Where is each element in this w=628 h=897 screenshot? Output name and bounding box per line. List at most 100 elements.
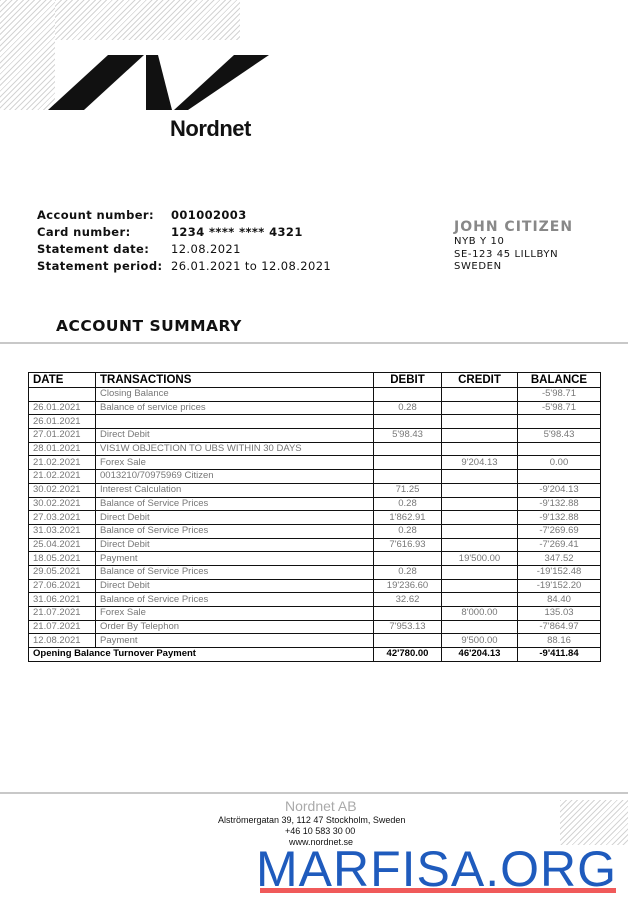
header-debit: DEBIT xyxy=(373,372,442,388)
table-row: 21.07.2021 Forex Sale 8'000.00 135.03 xyxy=(28,606,601,621)
cell-transaction: Closing Balance xyxy=(95,387,374,402)
logo-stroke-left xyxy=(48,55,144,110)
cell-debit xyxy=(373,414,442,430)
cell-transaction: VIS1W OBJECTION TO UBS WITHIN 30 DAYS xyxy=(95,441,374,457)
footer-website[interactable]: www.nordnet.se xyxy=(289,837,354,847)
recipient-line3: SWEDEN xyxy=(454,261,502,272)
cell-transaction: 0013210/70975969 Citizen xyxy=(95,469,374,484)
total-credit: 46'204.13 xyxy=(441,647,518,662)
cell-balance: 0.00 xyxy=(517,455,601,471)
card-number-label: Card number: xyxy=(37,225,131,239)
cell-credit: 8'000.00 xyxy=(441,606,518,621)
table-row: 27.06.2021 Direct Debit 19'236.60 -19'152.2… xyxy=(28,578,601,594)
cell-credit xyxy=(441,537,518,553)
cell-credit xyxy=(441,482,518,498)
cell-balance: -19'152.48 xyxy=(517,564,601,580)
cell-balance: 347.52 xyxy=(517,551,601,566)
header-transactions: TRANSACTIONS xyxy=(95,372,374,388)
cell-date: 31.03.2021 xyxy=(28,523,96,539)
statement-period-label: Statement period: xyxy=(37,259,163,273)
cell-credit xyxy=(441,387,518,402)
cell-transaction: Payment xyxy=(95,551,374,566)
cell-debit xyxy=(373,455,442,471)
cell-balance xyxy=(517,414,601,430)
cell-credit xyxy=(441,619,518,635)
footer-address: Alströmergatan 39, 112 47 Stockholm, Swe… xyxy=(218,815,406,825)
cell-credit xyxy=(441,523,518,539)
header-date: DATE xyxy=(28,372,96,388)
table-row: 21.02.2021 0013210/70975969 Citizen xyxy=(28,469,601,484)
cell-date: 12.08.2021 xyxy=(28,633,96,649)
cell-date: 30.02.2021 xyxy=(28,482,96,498)
cell-balance: 135.03 xyxy=(517,606,601,621)
header-credit: CREDIT xyxy=(441,372,518,388)
cell-date: 31.06.2021 xyxy=(28,592,96,607)
logo-stroke-middle xyxy=(146,55,172,110)
cell-transaction: Balance of Service Prices xyxy=(95,523,374,539)
recipient-line1: NYB Y 10 xyxy=(454,236,505,247)
cell-debit: 19'236.60 xyxy=(373,578,442,594)
cell-date: 25.04.2021 xyxy=(28,537,96,553)
cell-date: 18.05.2021 xyxy=(28,551,96,566)
total-debit: 42'780.00 xyxy=(373,647,442,662)
cell-transaction: Order By Telephon xyxy=(95,619,374,635)
account-summary-title: ACCOUNT SUMMARY xyxy=(56,317,242,335)
cell-transaction: Balance of service prices xyxy=(95,400,374,416)
cell-date xyxy=(28,387,96,402)
account-info: Account number: 001002003 Card number: 123… xyxy=(37,207,331,275)
cell-debit xyxy=(373,387,442,402)
cell-credit xyxy=(441,496,518,512)
table-row: 27.01.2021 Direct Debit 5'98.43 5'98.43 xyxy=(28,428,601,443)
decorative-hatch-left xyxy=(0,0,55,110)
cell-balance: 88.16 xyxy=(517,633,601,649)
cell-credit xyxy=(441,592,518,607)
cell-credit xyxy=(441,400,518,416)
statement-period: 26.01.2021 to 12.08.2021 xyxy=(171,259,332,273)
cell-debit xyxy=(373,551,442,566)
cell-date: 27.03.2021 xyxy=(28,510,96,525)
cell-debit xyxy=(373,633,442,649)
table-row: 26.01.2021 xyxy=(28,414,601,430)
cell-transaction: Direct Debit xyxy=(95,537,374,553)
cell-debit: 32.62 xyxy=(373,592,442,607)
cell-balance: -5'98.71 xyxy=(517,387,601,402)
cell-credit xyxy=(441,414,518,430)
cell-transaction: Payment xyxy=(95,633,374,649)
statement-date-label: Statement date: xyxy=(37,242,150,256)
cell-debit xyxy=(373,606,442,621)
table-total-row: Opening Balance Turnover Payment 42'780.0… xyxy=(28,647,601,662)
cell-credit: 9'500.00 xyxy=(441,633,518,649)
cell-credit xyxy=(441,510,518,525)
nordnet-logo-icon xyxy=(48,55,269,110)
cell-date: 28.01.2021 xyxy=(28,441,96,457)
cell-debit: 5'98.43 xyxy=(373,428,442,443)
watermark-underline xyxy=(260,888,616,893)
cell-transaction: Direct Debit xyxy=(95,428,374,443)
cell-debit: 0.28 xyxy=(373,523,442,539)
cell-date: 21.02.2021 xyxy=(28,455,96,471)
account-number-label: Account number: xyxy=(37,208,154,222)
total-label: Opening Balance Turnover Payment xyxy=(28,647,374,662)
cell-debit: 0.28 xyxy=(373,496,442,512)
table-row: 31.06.2021 Balance of Service Prices 32.62… xyxy=(28,592,601,607)
cell-credit: 9'204.13 xyxy=(441,455,518,471)
cell-balance: -7'864.97 xyxy=(517,619,601,635)
table-row: 27.03.2021 Direct Debit 1'862.91 -9'132.88 xyxy=(28,510,601,525)
logo-stroke-right xyxy=(174,55,269,110)
brand-name: Nordnet xyxy=(170,116,251,141)
cell-debit: 1'862.91 xyxy=(373,510,442,525)
cell-transaction: Interest Calculation xyxy=(95,482,374,498)
cell-credit xyxy=(441,578,518,594)
cell-balance: -9'204.13 xyxy=(517,482,601,498)
cell-credit xyxy=(441,441,518,457)
cell-debit: 0.28 xyxy=(373,400,442,416)
cell-date: 21.07.2021 xyxy=(28,619,96,635)
cell-transaction: Balance of Service Prices xyxy=(95,564,374,580)
cell-balance xyxy=(517,441,601,457)
cell-date: 21.07.2021 xyxy=(28,606,96,621)
decorative-hatch-top xyxy=(55,0,240,40)
statement-date: 12.08.2021 xyxy=(171,242,241,256)
recipient-address: JOHN CITIZEN NYB Y 10 SE-123 45 LILLBYN … xyxy=(454,219,573,274)
footer-phone: +46 10 583 30 00 xyxy=(285,826,356,836)
table-row: 30.02.2021 Balance of Service Prices 0.28 -… xyxy=(28,496,601,512)
